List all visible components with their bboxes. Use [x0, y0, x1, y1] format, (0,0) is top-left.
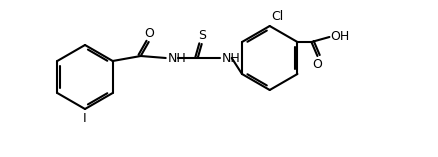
- Text: NH: NH: [222, 51, 240, 65]
- Text: NH: NH: [168, 51, 187, 65]
- Text: S: S: [198, 29, 206, 42]
- Text: O: O: [144, 27, 154, 40]
- Text: OH: OH: [330, 30, 350, 43]
- Text: O: O: [312, 58, 322, 71]
- Text: I: I: [83, 112, 87, 125]
- Text: Cl: Cl: [272, 10, 284, 23]
